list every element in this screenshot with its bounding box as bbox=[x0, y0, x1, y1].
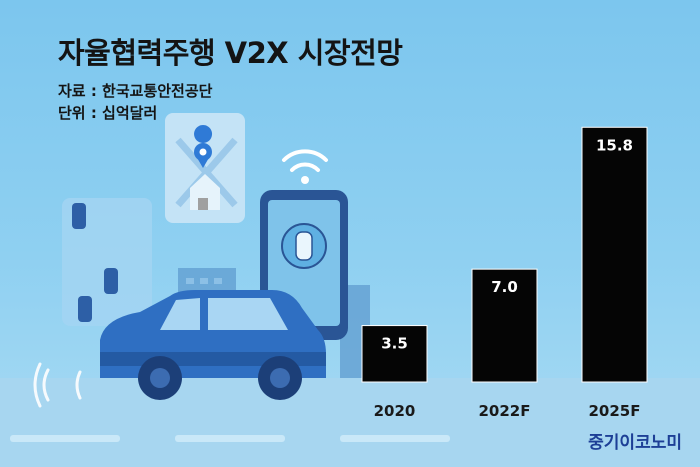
bar-2022F bbox=[471, 268, 538, 383]
sensor-waves bbox=[33, 362, 82, 408]
category-label: 2025F bbox=[589, 402, 641, 420]
car-illustration bbox=[100, 290, 326, 400]
brand-logo: 중기이코노미 bbox=[588, 433, 682, 453]
road bbox=[0, 378, 700, 467]
page-title: 자율협력주행 V2X 시장전망 bbox=[58, 36, 403, 70]
bar-value-label: 7.0 bbox=[491, 278, 518, 296]
bar-value-label: 3.5 bbox=[381, 335, 408, 353]
map-pin-card bbox=[165, 113, 245, 223]
road-lane-markings bbox=[10, 435, 450, 442]
traffic-radar-panel bbox=[62, 198, 152, 326]
bar-2025F bbox=[581, 126, 648, 383]
bar-value-label: 15.8 bbox=[596, 136, 633, 154]
wifi-icon bbox=[282, 149, 328, 172]
unit-label: 단위 : 십억달러 bbox=[58, 104, 158, 122]
bar-2020 bbox=[361, 325, 428, 383]
category-label: 2020 bbox=[374, 402, 416, 420]
source-label: 자료 : 한국교통안전공단 bbox=[58, 82, 213, 100]
category-label: 2022F bbox=[479, 402, 531, 420]
